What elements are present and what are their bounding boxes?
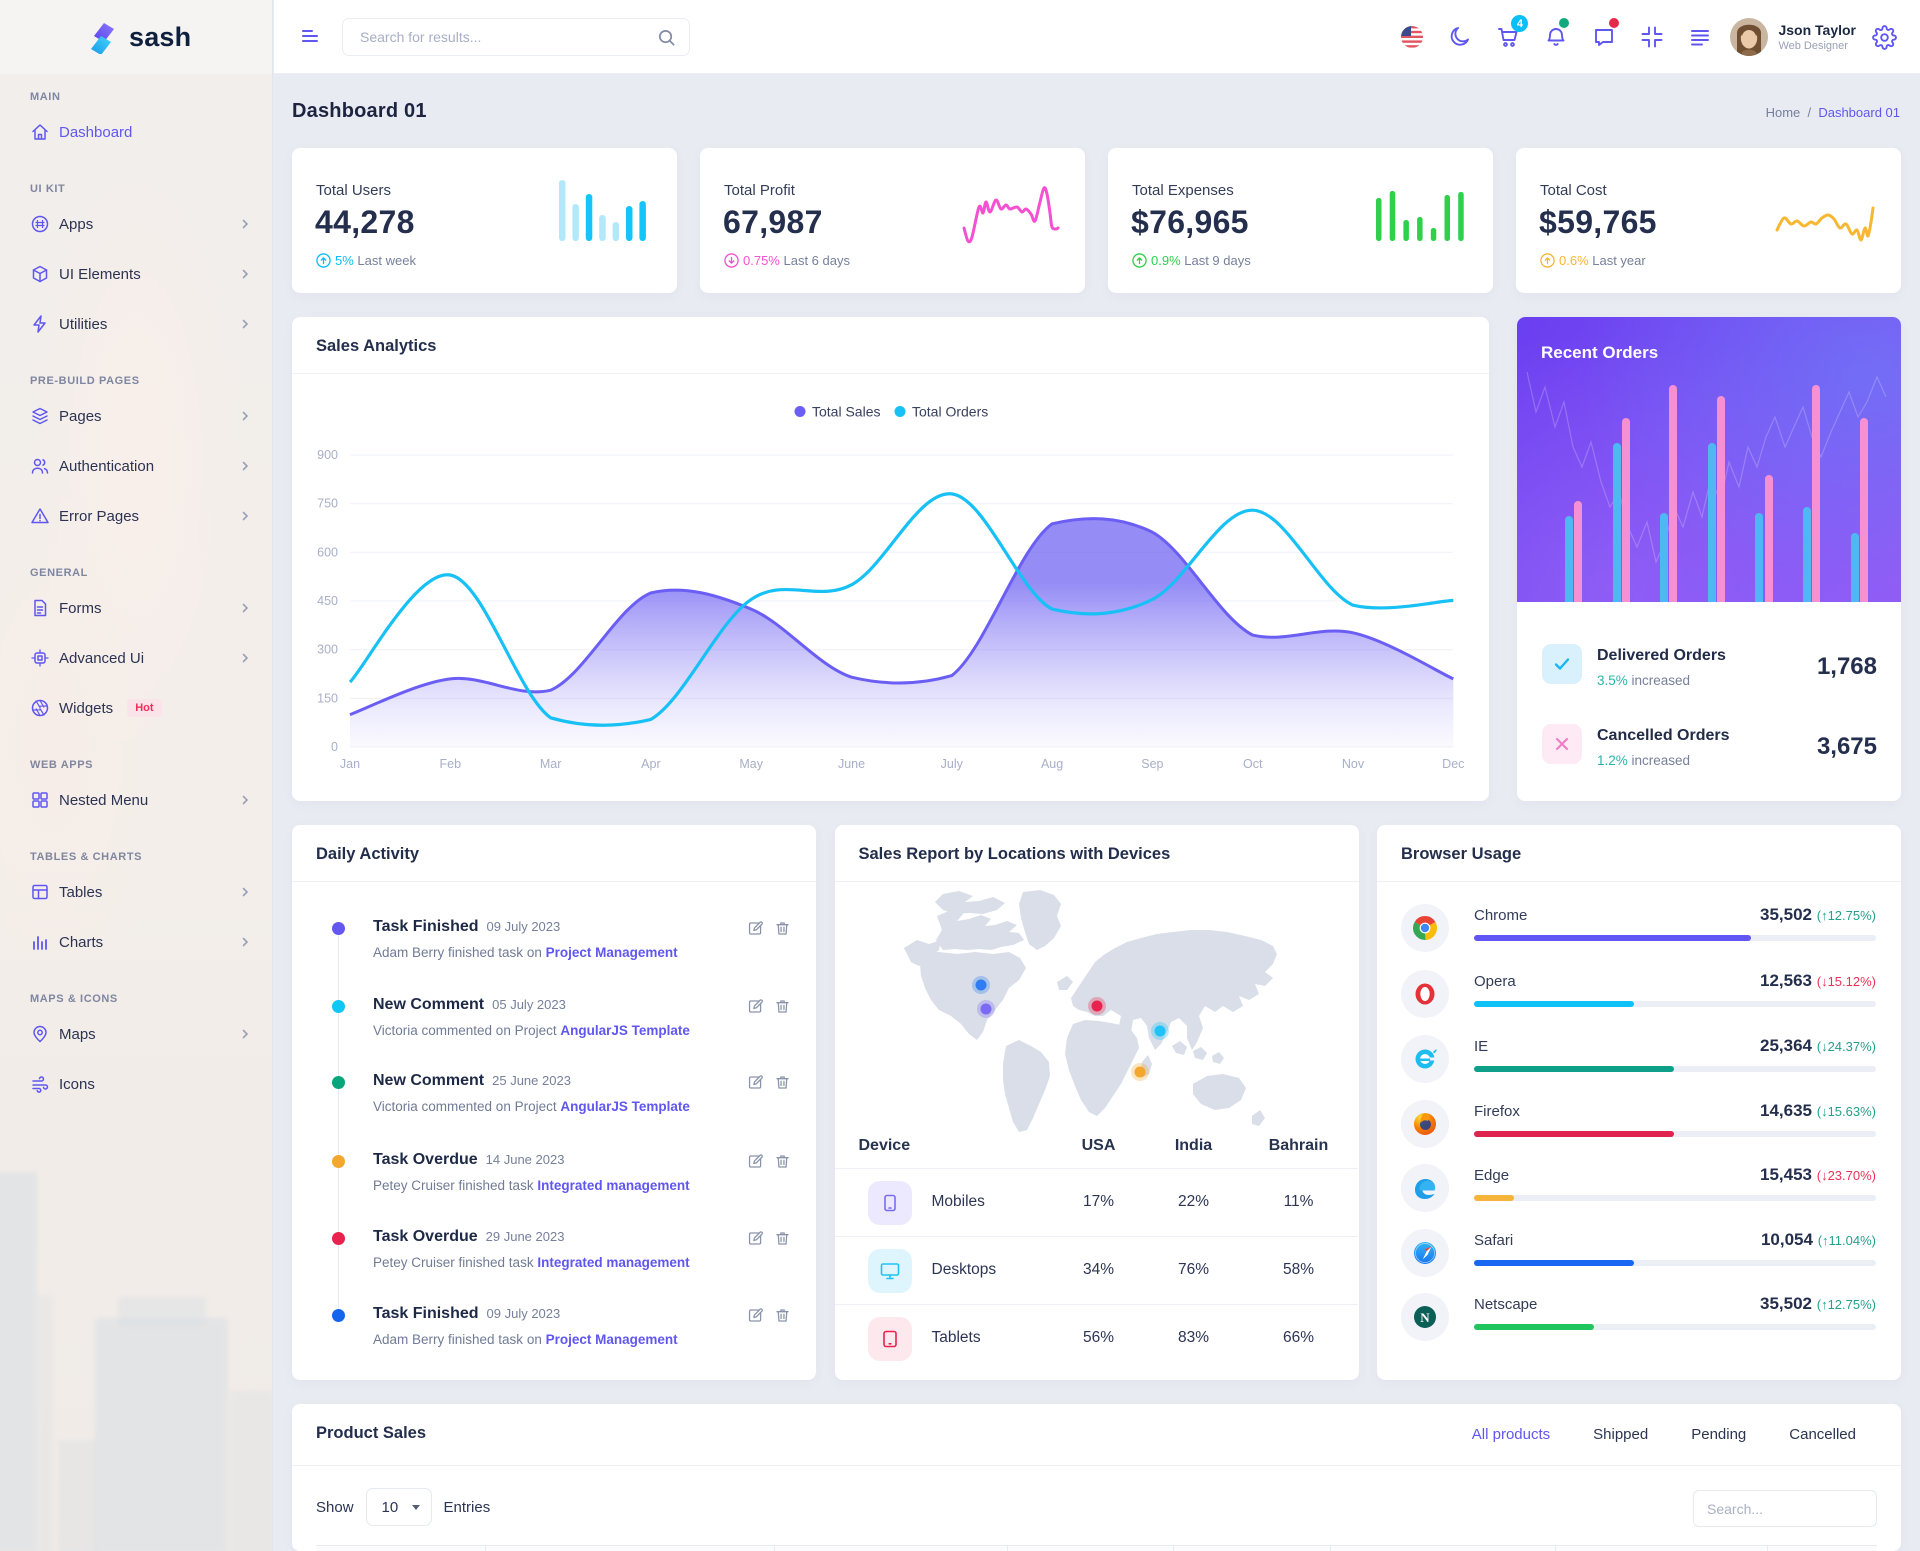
svg-text:May: May: [739, 757, 763, 771]
svg-text:Aug: Aug: [1041, 757, 1063, 771]
svg-text:750: 750: [317, 497, 338, 511]
svg-text:Sep: Sep: [1141, 757, 1163, 771]
svg-text:Total Sales: Total Sales: [812, 404, 880, 420]
svg-text:Feb: Feb: [440, 757, 462, 771]
svg-text:0: 0: [331, 740, 338, 754]
svg-text:300: 300: [317, 643, 338, 657]
svg-text:Total Orders: Total Orders: [912, 404, 988, 420]
svg-text:N: N: [1420, 1310, 1430, 1325]
svg-text:Apr: Apr: [641, 757, 660, 771]
svg-text:Dec: Dec: [1442, 757, 1464, 771]
svg-text:Nov: Nov: [1342, 757, 1365, 771]
svg-text:Mar: Mar: [540, 757, 562, 771]
svg-text:150: 150: [317, 691, 338, 705]
svg-text:Oct: Oct: [1243, 757, 1263, 771]
svg-text:Jan: Jan: [340, 757, 360, 771]
svg-text:600: 600: [317, 545, 338, 559]
svg-text:June: June: [838, 757, 865, 771]
svg-text:900: 900: [317, 448, 338, 462]
svg-text:July: July: [941, 757, 964, 771]
svg-text:450: 450: [317, 594, 338, 608]
